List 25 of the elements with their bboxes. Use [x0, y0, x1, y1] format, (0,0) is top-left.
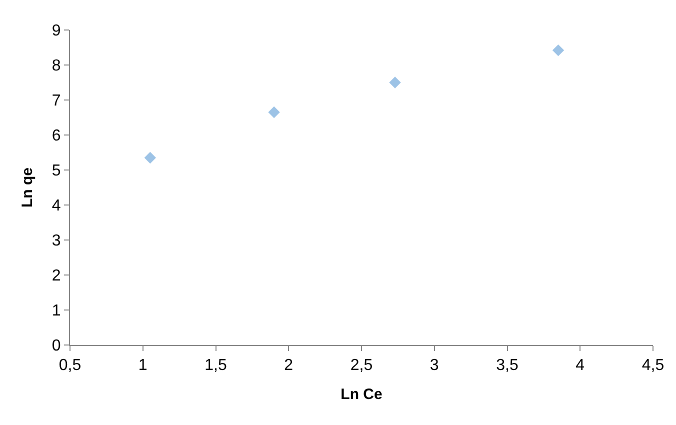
x-tick-label: 1,5 — [204, 357, 227, 374]
x-tick-label: 0,5 — [58, 357, 82, 374]
y-tick-label: 0 — [52, 338, 61, 355]
y-tick-label: 9 — [52, 22, 61, 40]
y-tick-label: 3 — [52, 232, 61, 250]
x-tick-label: 2 — [284, 357, 294, 374]
x-tick-label: 3 — [430, 357, 439, 374]
x-tick-label: 2,5 — [350, 357, 373, 374]
x-tick-label: 4,5 — [642, 357, 664, 374]
y-tick-label: 1 — [52, 302, 61, 320]
y-tick-label: 6 — [52, 128, 61, 145]
y-axis-title: Ln qe — [19, 168, 36, 208]
point — [552, 44, 564, 56]
y-tick-label: 4 — [52, 198, 61, 215]
x-axis-title: Ln Ce — [340, 386, 382, 404]
x-tick-label: 3,5 — [496, 357, 518, 374]
x-tick-label: 4 — [576, 357, 585, 374]
point — [144, 152, 156, 164]
y-tick-label: 7 — [52, 92, 61, 110]
point — [389, 76, 401, 88]
y-tick-label: 8 — [52, 58, 61, 75]
point — [268, 106, 280, 118]
y-tick-label: 5 — [52, 162, 61, 180]
x-tick-label: 1 — [138, 357, 148, 374]
y-tick-label: 2 — [52, 268, 61, 285]
